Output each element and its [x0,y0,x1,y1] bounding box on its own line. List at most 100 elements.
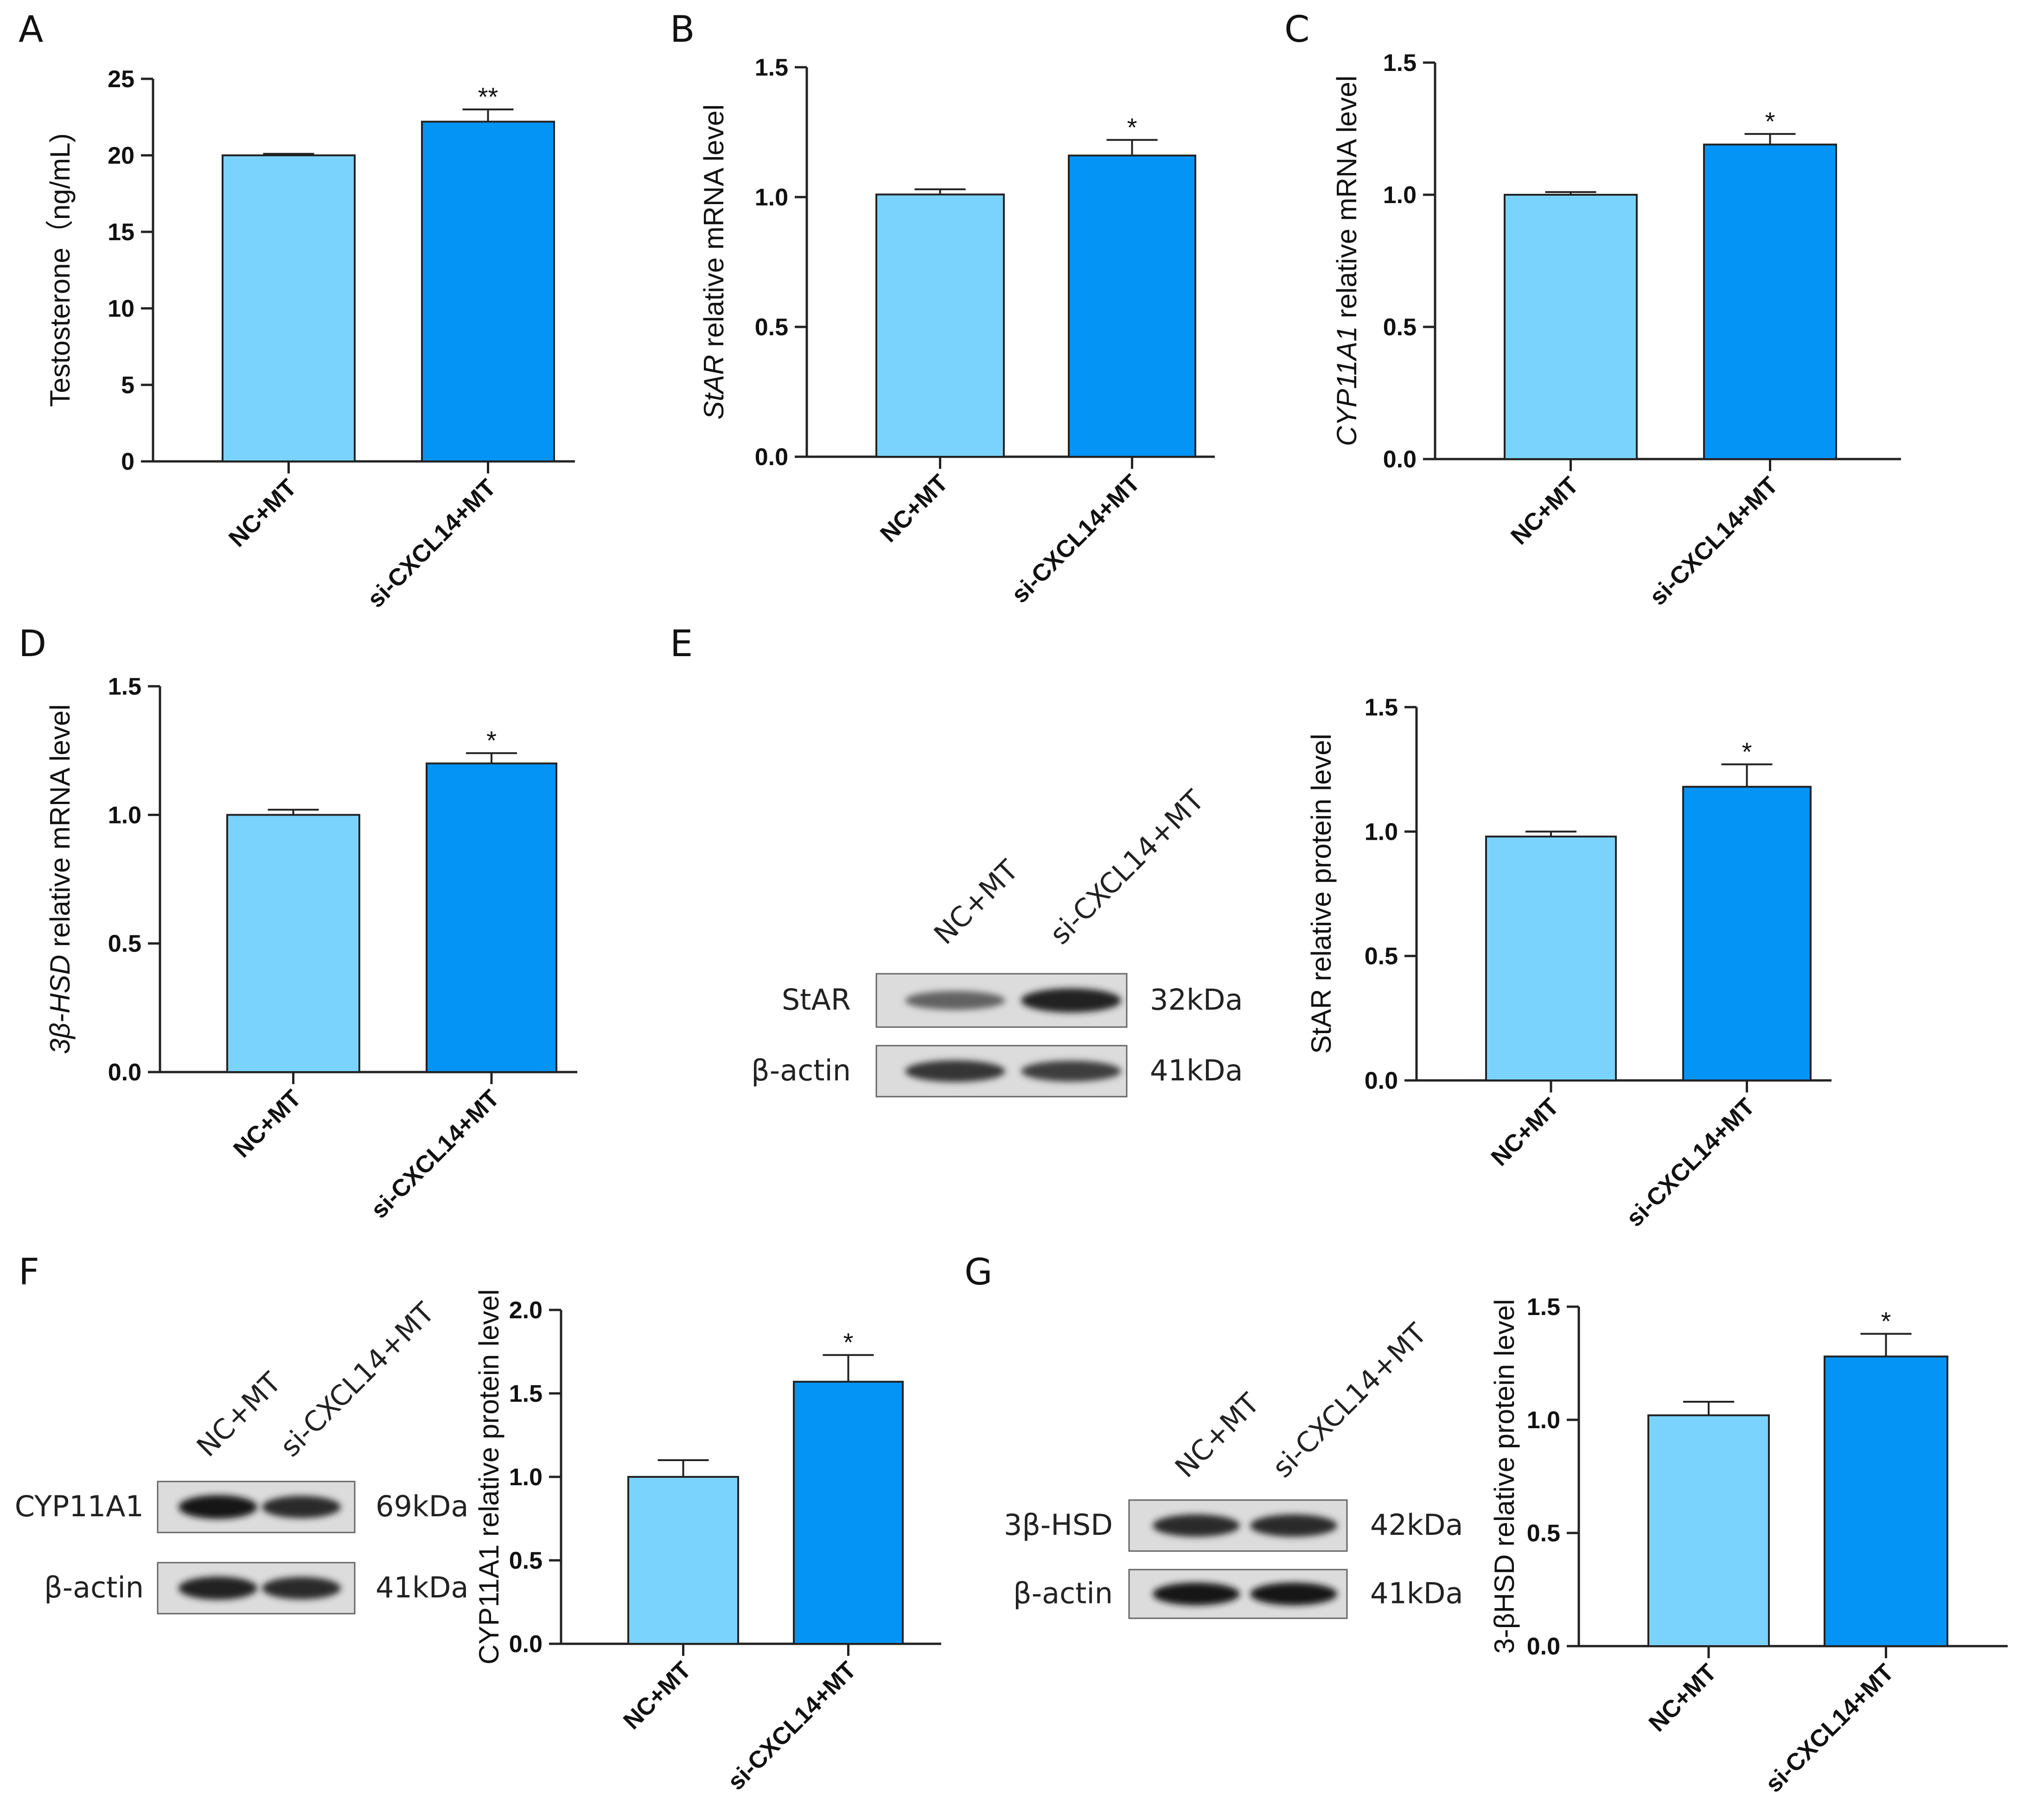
y-axis-title: StAR relative mRNA level [698,104,729,420]
significance-marker: * [1765,107,1775,136]
y-axis-title: 3β-HSD relative mRNA level [45,704,76,1054]
molecular-weight-label: 41kDa [1370,1577,1463,1610]
y-axis-title-part: relative mRNA level [45,704,76,955]
significance-marker: * [1742,737,1752,766]
y-tick-label: 0.0 [1527,1633,1560,1660]
significance-marker: * [843,1328,854,1357]
y-axis-title: Testosterone（ng/mL) [45,133,76,407]
protein-label: β-actin [44,1571,144,1604]
bar-si-cxcl14-mt [1068,154,1196,458]
panel-letter: A [19,9,43,51]
lane-label: NC+MT [1169,1387,1266,1484]
bar-nc-mt [875,193,1005,458]
y-tick-label: 0.0 [108,1059,141,1086]
category-label: NC+MT [618,1656,696,1735]
western-blot-g: NC+MT si-CXCL14+MT 3β-HSD 42kDa β-actin 41kDa [1004,1317,1463,1619]
y-tick-label: 0.0 [755,444,788,471]
protein-label: CYP11A1 [15,1489,144,1523]
bar-nc-mt [222,154,356,462]
category-label: si-CXCL14+MT [1621,1093,1761,1232]
y-tick-label: 1.0 [1365,818,1398,845]
blot-band [262,1495,341,1519]
blot-band [1021,1060,1121,1082]
protein-label: β-actin [1013,1577,1113,1610]
molecular-weight-label: 69kDa [376,1489,469,1523]
y-tick-label: 1.5 [1365,694,1398,721]
chart-panel-e: E 0.0 0.5 1.0 1.5 StAR relative protein level… [670,623,1832,1232]
category-label: NC+MT [1486,1093,1564,1171]
y-axis-title: 3-βHSD relative protein level [1489,1299,1520,1654]
y-axis-title-part: relative mRNA level [1331,76,1362,326]
category-label: si-CXCL14+MT [1761,1659,1900,1798]
y-tick-label: 0.5 [509,1547,542,1574]
bar-nc-mt [1504,194,1638,460]
blot-band [1250,1583,1337,1605]
bar-nc-mt [627,1476,739,1645]
bar-nc-mt [226,814,360,1073]
molecular-weight-label: 41kDa [376,1571,469,1604]
panel-letter: F [19,1252,39,1293]
category-label: si-CXCL14+MT [723,1656,862,1795]
significance-marker: ** [478,82,498,111]
lane-label: NC+MT [191,1366,287,1463]
y-tick-label: 20 [108,142,134,169]
lane-label: si-CXCL14+MT [1044,784,1211,951]
chart-panel-a: A 0 5 10 15 20 25 Testosterone（ng/mL) NC+MT ** si-… [19,9,575,613]
lane-label: si-CXCL14+MT [1266,1317,1433,1484]
molecular-weight-label: 41kDa [1150,1054,1243,1087]
y-axis-title-part: StAR [698,355,729,420]
y-tick-label: 1.5 [1383,50,1417,77]
y-tick-label: 10 [108,295,134,322]
y-tick-label: 0.0 [509,1631,542,1658]
bar-si-cxcl14-mt [793,1380,904,1645]
chart-panel-c: C 0.0 0.5 1.0 1.5 CYP11A1 relative mRNA level… [1284,9,1901,611]
y-tick-label: 0 [121,448,134,475]
y-tick-label: 0.5 [1383,314,1417,341]
protein-label: β-actin [751,1054,851,1087]
panel-letter: G [964,1252,992,1293]
molecular-weight-label: 32kDa [1150,983,1243,1017]
y-tick-label: 1.5 [1527,1294,1560,1321]
blot-band [262,1577,341,1600]
category-label: si-CXCL14+MT [1645,472,1784,611]
blot-band [1153,1514,1240,1537]
chart-panel-g: G 0.0 0.5 1.0 1.5 3-βHSD relative protein lev… [964,1252,2008,1798]
category-label: NC+MT [223,474,302,552]
protein-label: StAR [782,983,851,1017]
blot-band [179,1577,257,1600]
category-label: NC+MT [1506,472,1584,550]
category-label: si-CXCL14+MT [363,474,502,613]
y-tick-label: 5 [121,372,134,399]
bar-si-cxcl14-mt [1824,1355,1948,1648]
category-label: NC+MT [875,469,953,548]
chart-panel-b: B 0.0 0.5 1.0 1.5 StAR relative mRNA level NC+… [670,9,1215,608]
blot-band [905,1060,1005,1082]
y-axis-title-part: CYP11A1 [1331,326,1362,446]
y-tick-label: 1.5 [108,673,141,700]
y-tick-label: 1.5 [755,54,788,81]
y-axis-title-part: 3-βHSD relative protein level [1489,1299,1520,1654]
y-axis-title-part: StAR relative protein level [1306,734,1337,1054]
blot-band [1021,988,1121,1013]
y-axis-title-part: Testosterone（ng/mL) [45,133,76,407]
significance-marker: * [486,726,497,755]
y-tick-label: 0.5 [755,314,788,341]
lane-label: NC+MT [928,854,1025,951]
panel-letter: B [670,9,695,51]
category-label: NC+MT [1644,1659,1722,1737]
y-axis-title-part: relative mRNA level [698,104,729,355]
y-axis-title: CYP11A1 relative protein level [473,1289,504,1664]
protein-label: 3β-HSD [1004,1508,1113,1542]
y-axis-title: CYP11A1 relative mRNA level [1331,76,1362,446]
blot-band [905,991,1005,1010]
bar-si-cxcl14-mt [426,762,557,1073]
bar-nc-mt [1485,836,1617,1081]
chart-panel-d: D 0.0 0.5 1.0 1.5 3β-HSD relative mRNA level N… [19,623,577,1224]
y-tick-label: 1.5 [509,1380,542,1407]
western-blot-e: NC+MT si-CXCL14+MT StAR 32kDa β-actin 41kDa [751,784,1243,1098]
y-tick-label: 1.0 [1383,182,1417,209]
y-tick-label: 25 [108,66,134,93]
y-tick-label: 1.0 [108,802,141,829]
y-axis-title-part: CYP11A1 relative protein level [473,1289,504,1664]
